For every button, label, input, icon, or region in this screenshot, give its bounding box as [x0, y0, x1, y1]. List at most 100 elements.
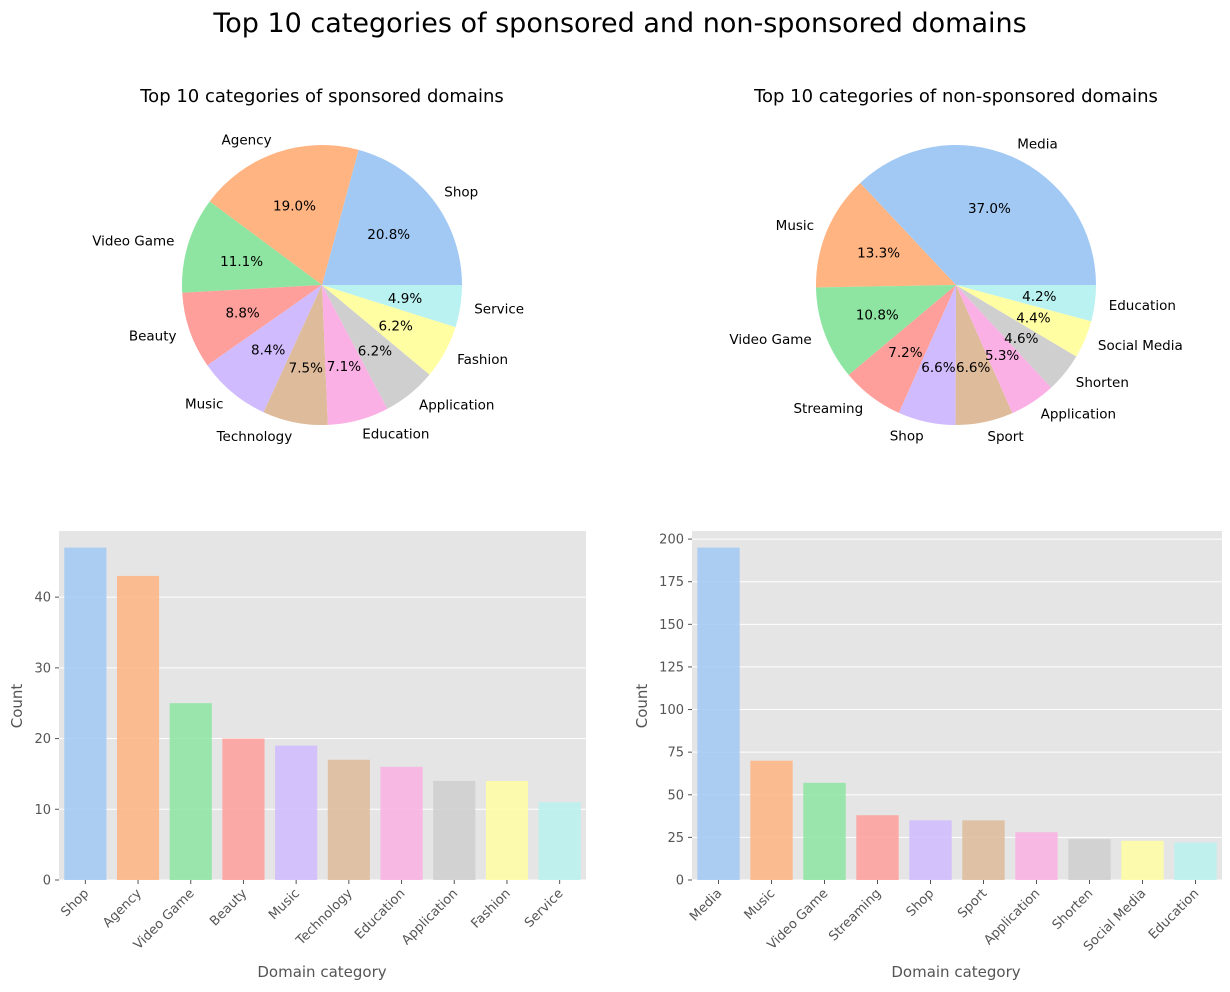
- pie-percent-sponsored-application: 6.2%: [358, 343, 392, 359]
- pie-slice-non-sponsored-shorten: [956, 285, 1077, 388]
- pie-label-non-sponsored-social-media: Social Media: [1098, 338, 1183, 354]
- xtick-label-non-sponsored-music: Music: [742, 886, 779, 923]
- ytick-label-non-sponsored-75: 75: [667, 746, 684, 761]
- pie-percent-non-sponsored-media: 37.0%: [968, 201, 1011, 217]
- ytick-label-non-sponsored-100: 100: [659, 703, 684, 718]
- bar-non-sponsored-social-media: [1121, 840, 1164, 880]
- pie-percent-sponsored-music: 8.4%: [251, 343, 285, 359]
- xtick-label-sponsored-music: Music: [266, 886, 303, 923]
- bar-sponsored-video-game: [169, 703, 212, 880]
- pie-title-sponsored: Top 10 categories of sponsored domains: [139, 86, 504, 107]
- ytick-label-non-sponsored-50: 50: [667, 788, 684, 803]
- bar-xlabel-non-sponsored: Domain category: [891, 963, 1020, 981]
- ytick-label-non-sponsored-25: 25: [667, 831, 684, 846]
- ytick-label-sponsored-10: 10: [34, 803, 51, 818]
- pie-label-sponsored-shop: Shop: [444, 184, 478, 200]
- bar-sponsored-shop: [64, 547, 107, 880]
- pie-percent-non-sponsored-education: 4.2%: [1022, 289, 1056, 305]
- pie-label-sponsored-fashion: Fashion: [457, 352, 508, 368]
- ytick-label-non-sponsored-200: 200: [659, 533, 684, 548]
- pie-percent-non-sponsored-application: 5.3%: [985, 348, 1019, 364]
- bar-non-sponsored-shorten: [1068, 839, 1111, 880]
- pie-slice-non-sponsored-music: [815, 182, 956, 288]
- pie-label-non-sponsored-sport: Sport: [987, 429, 1023, 445]
- pie-percent-non-sponsored-shop: 6.6%: [921, 360, 955, 376]
- ytick-label-non-sponsored-175: 175: [659, 575, 684, 590]
- pie-label-non-sponsored-media: Media: [1017, 137, 1058, 153]
- bar-sponsored-service: [538, 802, 581, 880]
- bar-ylabel-non-sponsored: Count: [633, 684, 651, 729]
- xtick-label-sponsored-technology: Technology: [293, 886, 356, 949]
- pie-slice-non-sponsored-education: [956, 285, 1096, 322]
- pie-slice-sponsored-agency: [209, 144, 359, 285]
- pie-label-sponsored-technology: Technology: [216, 429, 293, 445]
- bar-sponsored-education: [380, 766, 423, 880]
- ytick-label-sponsored-20: 20: [34, 732, 51, 747]
- bar-sponsored-beauty: [222, 738, 265, 880]
- pie-slice-non-sponsored-video-game: [816, 285, 956, 375]
- pie-slice-non-sponsored-streaming: [848, 285, 956, 413]
- pie-label-sponsored-video-game: Video Game: [92, 234, 174, 250]
- xtick-label-sponsored-education: Education: [352, 886, 408, 942]
- pie-percent-sponsored-agency: 19.0%: [273, 199, 316, 215]
- bar-sponsored-fashion: [485, 780, 529, 880]
- bar-non-sponsored-sport: [962, 820, 1005, 880]
- pie-label-non-sponsored-streaming: Streaming: [793, 401, 863, 417]
- ytick-label-non-sponsored-0: 0: [676, 874, 684, 889]
- pie-slice-sponsored-shop: [322, 149, 462, 285]
- pie-percent-sponsored-technology: 7.5%: [289, 360, 323, 376]
- bar-non-sponsored-media: [697, 547, 740, 880]
- pie-slice-sponsored-education: [322, 285, 388, 425]
- xtick-label-sponsored-service: Service: [522, 886, 567, 931]
- pie-label-sponsored-agency: Agency: [222, 133, 272, 149]
- bar-xlabel-sponsored: Domain category: [257, 963, 386, 981]
- bar-non-sponsored-education: [1174, 842, 1217, 880]
- pie-slice-sponsored-fashion: [322, 285, 456, 375]
- bar-chart-sponsored: Domain category Count 0 10 20 30 40 Shop Agenc…: [8, 531, 586, 981]
- xtick-label-sponsored-fashion: Fashion: [469, 886, 514, 931]
- xtick-label-non-sponsored-education: Education: [1146, 886, 1202, 942]
- bar-non-sponsored-video-game: [803, 782, 846, 880]
- pie-slice-sponsored-technology: [263, 285, 328, 426]
- bar-non-sponsored-application: [1015, 832, 1058, 880]
- pie-percent-non-sponsored-video-game: 10.8%: [856, 307, 899, 323]
- bar-sponsored-music: [275, 745, 318, 880]
- pie-chart-non-sponsored: Top 10 categories of non-sponsored domai…: [729, 86, 1182, 445]
- pie-label-sponsored-beauty: Beauty: [129, 328, 177, 344]
- xtick-label-non-sponsored-shorten: Shorten: [1050, 886, 1097, 933]
- ytick-label-sponsored-40: 40: [34, 591, 51, 606]
- pie-percent-sponsored-service: 4.9%: [388, 291, 422, 307]
- ytick-label-sponsored-30: 30: [34, 661, 51, 676]
- ytick-label-sponsored-0: 0: [43, 874, 51, 889]
- ytick-label-non-sponsored-125: 125: [659, 660, 684, 675]
- pie-percent-non-sponsored-shorten: 4.6%: [1004, 331, 1038, 347]
- pie-label-non-sponsored-video-game: Video Game: [729, 332, 811, 348]
- xtick-label-non-sponsored-media: Media: [687, 886, 725, 924]
- pie-slice-sponsored-application: [322, 285, 430, 409]
- pie-label-sponsored-education: Education: [362, 427, 429, 443]
- pie-percent-sponsored-fashion: 6.2%: [379, 318, 413, 334]
- pie-percent-non-sponsored-sport: 6.6%: [956, 360, 990, 376]
- bar-sponsored-technology: [327, 759, 370, 880]
- pie-label-sponsored-application: Application: [419, 398, 494, 414]
- xtick-label-sponsored-agency: Agency: [100, 886, 145, 931]
- pie-chart-sponsored: Top 10 categories of sponsored domains 2…: [92, 86, 524, 445]
- pie-percent-non-sponsored-streaming: 7.2%: [888, 345, 922, 361]
- bar-non-sponsored-streaming: [856, 815, 899, 880]
- pie-slice-sponsored-music: [207, 285, 322, 413]
- xtick-label-non-sponsored-application: Application: [981, 886, 1043, 948]
- pie-slice-non-sponsored-social-media: [956, 285, 1092, 357]
- pie-label-non-sponsored-music: Music: [776, 218, 814, 234]
- pie-title-non-sponsored: Top 10 categories of non-sponsored domai…: [753, 86, 1158, 107]
- pie-slice-non-sponsored-application: [956, 285, 1052, 414]
- pie-percent-non-sponsored-social-media: 4.4%: [1016, 311, 1050, 327]
- pie-percent-sponsored-video-game: 11.1%: [220, 254, 263, 270]
- pie-label-non-sponsored-application: Application: [1041, 407, 1116, 423]
- xtick-label-sponsored-application: Application: [399, 886, 461, 948]
- pie-percent-non-sponsored-music: 13.3%: [857, 245, 900, 261]
- pie-percent-sponsored-beauty: 8.8%: [225, 306, 259, 322]
- pie-slice-sponsored-service: [322, 285, 462, 328]
- xtick-label-sponsored-beauty: Beauty: [207, 886, 250, 929]
- pie-label-sponsored-music: Music: [185, 396, 223, 412]
